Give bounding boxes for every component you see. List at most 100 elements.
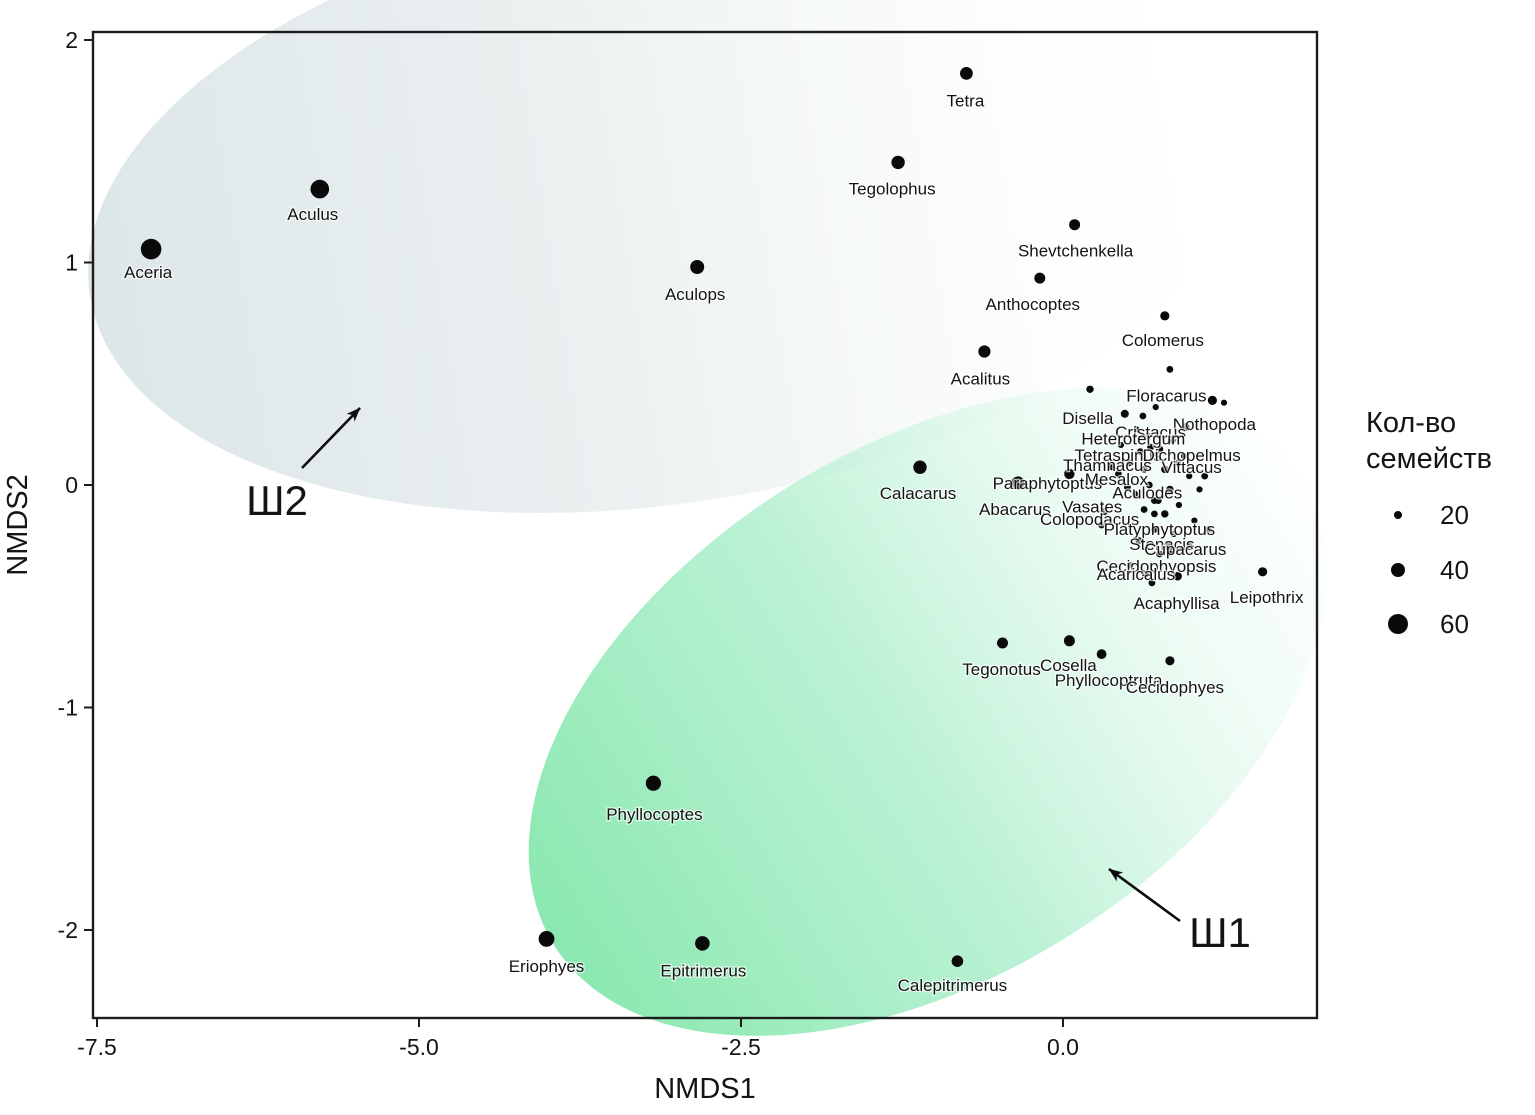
legend-title-line2: семейств bbox=[1366, 443, 1492, 475]
data-point-heterotergum bbox=[1136, 448, 1144, 455]
data-point-tegonotus bbox=[997, 637, 1008, 649]
genus-label-vasates: Vasates bbox=[1062, 498, 1122, 517]
data-point-vasates bbox=[1100, 508, 1108, 516]
genus-label-nothopoda: Nothopoda bbox=[1173, 415, 1257, 434]
data-point-calepitrimerus bbox=[951, 955, 964, 967]
data-point-cluster bbox=[1220, 399, 1228, 406]
data-points bbox=[140, 67, 1268, 967]
data-point-cluster bbox=[1196, 486, 1203, 493]
genus-label-calacarus: Calacarus bbox=[880, 484, 957, 503]
genus-label-cristacus: Cristacus bbox=[1115, 423, 1186, 442]
legend-item-label: 60 bbox=[1440, 609, 1469, 639]
genus-label-leipothrix: Leipothrix bbox=[1230, 588, 1304, 607]
y-tick-label: 1 bbox=[65, 250, 78, 276]
data-point-cluster bbox=[1140, 466, 1148, 473]
y-tick-label: 2 bbox=[65, 27, 78, 53]
genus-label-shevtchenkella: Shevtchenkella bbox=[1018, 242, 1134, 261]
genus-label-phyllocoptruta: Phyllocoptruta bbox=[1055, 671, 1163, 690]
genus-label-thamnacus: Thamnacus bbox=[1063, 456, 1152, 475]
data-point-cluster bbox=[1161, 510, 1169, 518]
legend-title-line1: Кол-во bbox=[1366, 407, 1456, 439]
annotation-arrow-Ш1 bbox=[1108, 867, 1181, 923]
genus-label-cecidophyes: Cecidophyes bbox=[1126, 678, 1224, 697]
data-point-paraphytoptus bbox=[1064, 468, 1075, 480]
x-tick-label: -7.5 bbox=[77, 1034, 117, 1060]
data-point-cluster bbox=[1117, 441, 1125, 448]
x-tick-label: -5.0 bbox=[399, 1034, 439, 1060]
genus-label-aculodes: Aculodes bbox=[1112, 484, 1182, 503]
confidence-ellipses bbox=[88, 0, 1327, 1036]
data-point-cluster bbox=[1086, 385, 1094, 393]
y-axis-title: NMDS2 bbox=[2, 474, 34, 576]
data-point-tetraspinus bbox=[1126, 459, 1134, 467]
x-tick-label: -2.5 bbox=[721, 1034, 761, 1060]
data-point-acaricalus bbox=[1148, 579, 1156, 587]
data-point-cristacus bbox=[1147, 443, 1154, 451]
data-point-cluster bbox=[1144, 432, 1152, 440]
data-point-eriophyes bbox=[538, 931, 555, 947]
genus-label-paraphytoptus: Paraphytoptus bbox=[993, 474, 1103, 493]
y-tick-label: 0 bbox=[65, 472, 78, 498]
data-point-calacarus bbox=[913, 460, 927, 474]
data-point-cluster bbox=[1186, 542, 1193, 549]
data-point-cecidophyes bbox=[1165, 656, 1175, 666]
genus-label-aculops: Aculops bbox=[665, 285, 725, 304]
genus-label-stenacis: Stenacis bbox=[1129, 535, 1194, 554]
genus-label-aceria: Aceria bbox=[124, 263, 173, 282]
genus-label-aculus: Aculus bbox=[287, 205, 338, 224]
data-point-cluster bbox=[1205, 526, 1212, 533]
data-point-anthocoptes bbox=[1034, 272, 1046, 284]
data-point-aculodes bbox=[1154, 497, 1162, 504]
data-point-acalitus bbox=[978, 345, 991, 358]
data-point-thamnacus bbox=[1115, 470, 1122, 478]
legend-item-label: 20 bbox=[1440, 500, 1469, 530]
y-tick-label: -2 bbox=[58, 917, 78, 943]
data-point-cluster bbox=[1145, 481, 1153, 489]
data-point-cluster bbox=[1140, 506, 1148, 513]
genus-label-epitrimerus: Epitrimerus bbox=[660, 961, 746, 980]
data-point-dichopelmus bbox=[1174, 459, 1181, 467]
legend: Кол-во семейств 20 40 60 bbox=[1366, 407, 1492, 639]
genus-label-cupacarus: Cupacarus bbox=[1144, 540, 1226, 559]
genus-label-tegolophus: Tegolophus bbox=[849, 179, 936, 198]
annotation-arrow-Ш2 bbox=[301, 407, 361, 469]
genus-label-tegonotus: Tegonotus bbox=[962, 660, 1040, 679]
data-point-phyllocoptes bbox=[645, 775, 662, 791]
data-point-cecidophyopsis bbox=[1142, 570, 1149, 578]
data-point-cluster bbox=[1156, 550, 1163, 558]
annotation-label-Ш2: Ш2 bbox=[246, 477, 308, 524]
genus-label-heterotergum: Heterotergum bbox=[1081, 430, 1185, 449]
data-point-cluster bbox=[1161, 465, 1169, 474]
genus-label-calepitrimerus: Calepitrimerus bbox=[898, 976, 1008, 995]
plot-panel-border bbox=[91, 30, 1319, 1020]
data-point-cluster bbox=[1191, 517, 1198, 524]
data-point-vittacus bbox=[1201, 472, 1209, 480]
data-point-cluster bbox=[1155, 445, 1164, 454]
data-point-cluster bbox=[1135, 537, 1143, 544]
annotations: Ш2 Ш1 bbox=[246, 407, 1251, 956]
data-point-cluster bbox=[1181, 453, 1188, 460]
data-point-cluster bbox=[1151, 526, 1158, 533]
genus-label-acalitus: Acalitus bbox=[951, 370, 1011, 389]
data-point-cluster bbox=[1133, 426, 1140, 433]
legend-item-label: 40 bbox=[1440, 555, 1469, 585]
genus-label-cecidophyopsis: Cecidophyopsis bbox=[1096, 557, 1216, 576]
x-tick-label: 0.0 bbox=[1047, 1034, 1079, 1060]
data-point-abacarus bbox=[1011, 476, 1025, 490]
data-point-cluster bbox=[1169, 437, 1176, 444]
data-point-cluster bbox=[1170, 530, 1177, 538]
axes: NMDS1 NMDS2 -7.5 -5.0 -2.5 0.0 2 1 0 -1 -2 bbox=[2, 27, 1079, 1105]
genus-label-colomerus: Colomerus bbox=[1122, 331, 1204, 350]
data-point-cluster bbox=[1139, 412, 1147, 420]
genus-label-mesalox: Mesalox bbox=[1085, 470, 1149, 489]
y-tick-label: -1 bbox=[58, 695, 78, 721]
data-point-colopodacus bbox=[1098, 521, 1105, 529]
genus-label-dichopelmus: Dichopelmus bbox=[1142, 446, 1240, 465]
data-point-cluster bbox=[1126, 562, 1134, 569]
data-point-mesalox bbox=[1124, 483, 1131, 491]
genus-label-anthocoptes: Anthocoptes bbox=[986, 295, 1081, 314]
genus-label-cosella: Cosella bbox=[1040, 656, 1097, 675]
data-point-floracarus bbox=[1207, 395, 1217, 405]
data-point-phyllocoptruta bbox=[1096, 649, 1107, 659]
